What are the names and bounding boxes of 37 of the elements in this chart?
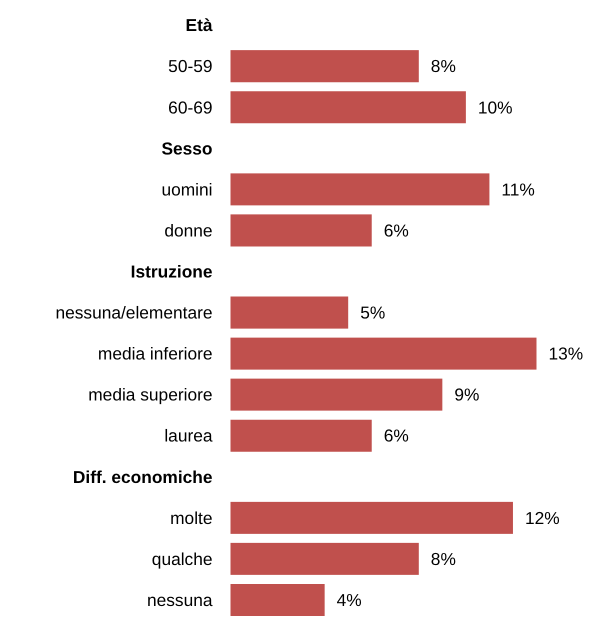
- data-label: 8%: [430, 56, 456, 76]
- bar: [230, 502, 513, 534]
- y-tick-label: media inferiore: [98, 344, 213, 364]
- y-tick-label: molte: [170, 508, 212, 528]
- data-label: 12%: [524, 508, 560, 528]
- bar: [230, 50, 419, 82]
- y-tick-label: donne: [164, 220, 212, 240]
- y-tick-label: media superiore: [88, 384, 212, 405]
- bar: [230, 338, 536, 370]
- data-label: 13%: [548, 344, 584, 364]
- y-tick-label: Diff. economiche: [72, 466, 213, 487]
- y-tick-label: Età: [186, 15, 213, 36]
- data-label: 6%: [384, 220, 409, 240]
- data-label: 6%: [384, 426, 409, 446]
- y-tick-label: 50-59: [168, 56, 213, 76]
- y-tick-label: Istruzione: [130, 261, 213, 282]
- bar: [230, 378, 442, 411]
- y-tick-label: qualche: [152, 548, 213, 569]
- data-label: 5%: [360, 302, 386, 323]
- bar: [230, 420, 372, 452]
- y-tick-label: nessuna: [146, 590, 213, 610]
- bar: [230, 173, 490, 206]
- data-label: 11%: [501, 179, 535, 200]
- bar: [230, 296, 348, 329]
- data-label: 4%: [336, 590, 362, 610]
- y-tick-label: uomini: [161, 179, 212, 200]
- bar: [230, 584, 325, 616]
- y-tick-label: 60-69: [168, 97, 213, 118]
- y-tick-label: laurea: [164, 426, 213, 446]
- y-tick-label: nessuna/elementare: [55, 302, 213, 323]
- bar: [230, 542, 419, 575]
- y-tick-label: Sesso: [161, 138, 213, 158]
- data-label: 8%: [430, 548, 456, 569]
- bar: [230, 214, 372, 246]
- data-label: 9%: [454, 384, 480, 405]
- data-label: 10%: [478, 97, 513, 118]
- bar: [230, 91, 466, 124]
